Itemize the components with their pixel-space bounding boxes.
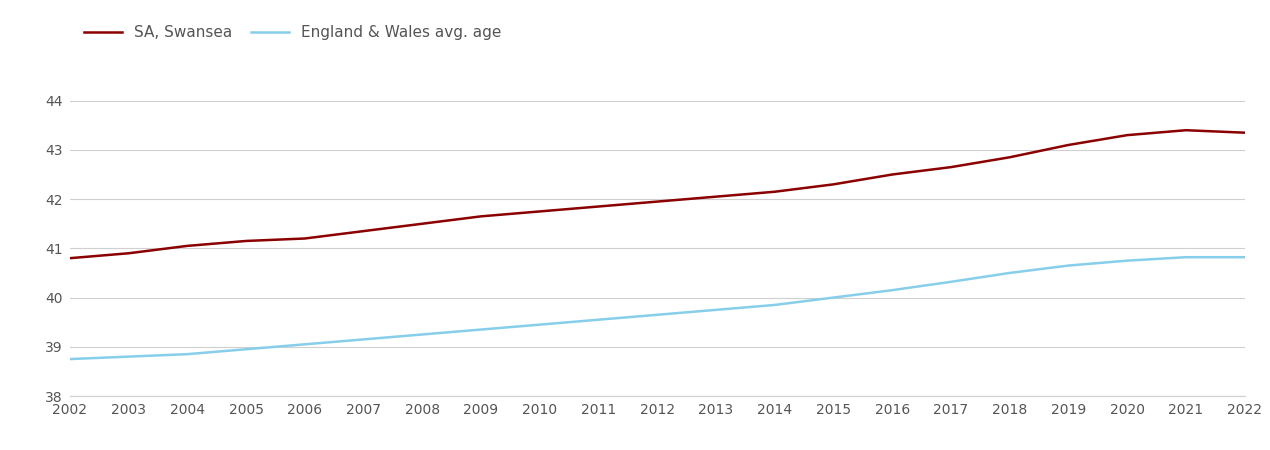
England & Wales avg. age: [1120, 258, 1135, 263]
England & Wales avg. age: [474, 327, 489, 332]
SA, Swansea: [180, 243, 196, 248]
Line: SA, Swansea: SA, Swansea: [70, 130, 1245, 258]
England & Wales avg. age: [826, 295, 841, 300]
Line: England & Wales avg. age: England & Wales avg. age: [70, 257, 1245, 359]
England & Wales avg. age: [180, 351, 196, 357]
England & Wales avg. age: [591, 317, 606, 322]
SA, Swansea: [885, 172, 900, 177]
SA, Swansea: [826, 182, 841, 187]
SA, Swansea: [1120, 132, 1135, 138]
SA, Swansea: [356, 229, 371, 234]
SA, Swansea: [1060, 142, 1076, 148]
England & Wales avg. age: [944, 279, 959, 284]
SA, Swansea: [1002, 155, 1017, 160]
England & Wales avg. age: [1060, 263, 1076, 268]
SA, Swansea: [415, 221, 431, 226]
SA, Swansea: [1179, 127, 1194, 133]
England & Wales avg. age: [297, 342, 312, 347]
SA, Swansea: [944, 164, 959, 170]
England & Wales avg. age: [1002, 270, 1017, 276]
SA, Swansea: [650, 199, 665, 204]
England & Wales avg. age: [356, 337, 371, 342]
England & Wales avg. age: [709, 307, 724, 313]
SA, Swansea: [767, 189, 782, 194]
Legend: SA, Swansea, England & Wales avg. age: SA, Swansea, England & Wales avg. age: [77, 19, 508, 46]
England & Wales avg. age: [532, 322, 547, 327]
SA, Swansea: [297, 236, 312, 241]
SA, Swansea: [474, 214, 489, 219]
SA, Swansea: [532, 209, 547, 214]
SA, Swansea: [709, 194, 724, 199]
SA, Swansea: [1237, 130, 1252, 135]
England & Wales avg. age: [650, 312, 665, 318]
England & Wales avg. age: [121, 354, 136, 359]
England & Wales avg. age: [1237, 255, 1252, 260]
England & Wales avg. age: [62, 356, 77, 362]
SA, Swansea: [62, 256, 77, 261]
England & Wales avg. age: [767, 302, 782, 308]
SA, Swansea: [591, 204, 606, 209]
SA, Swansea: [121, 251, 136, 256]
England & Wales avg. age: [239, 346, 254, 352]
England & Wales avg. age: [1179, 255, 1194, 260]
SA, Swansea: [239, 238, 254, 243]
England & Wales avg. age: [415, 332, 431, 337]
England & Wales avg. age: [885, 288, 900, 293]
